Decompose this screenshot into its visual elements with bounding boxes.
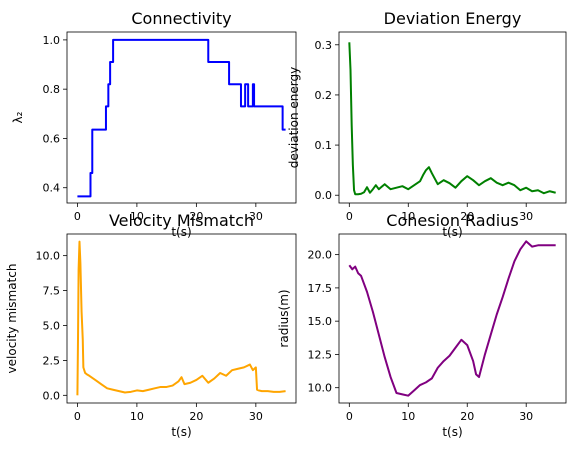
velocity-mismatch-series-line [76,240,286,396]
cohesion-radius-x-axis-label: t(s) [442,425,462,439]
cohesion-radius-y-tick-label: 20.0 [308,249,333,262]
deviation-energy-x-tick-label: 0 [346,210,353,223]
deviation-energy-x-tick-label: 30 [519,210,533,223]
cohesion-radius-x-tick-label: 10 [401,410,415,423]
velocity-mismatch-y-tick-label: 7.5 [43,285,61,298]
deviation-energy-title: Deviation Energy [384,9,522,28]
connectivity-y-axis-label: λ₂ [11,111,25,123]
deviation-energy-x-axis-label: t(s) [442,225,462,239]
connectivity-y-tick-label: 0.4 [43,182,61,195]
cohesion-radius-y-tick-label: 12.5 [308,348,333,361]
velocity-mismatch-chart: 0 10 20 30 0.0 2.5 5.0 7.5 10.0 t(s) velocity mism… [5,211,297,439]
velocity-mismatch-y-tick-label: 10.0 [36,250,61,263]
connectivity-title: Connectivity [131,9,231,28]
cohesion-radius-x-tick-label: 20 [460,410,474,423]
velocity-mismatch-y-tick-label: 0.0 [43,389,61,402]
velocity-mismatch-x-tick-label: 30 [249,410,263,423]
velocity-mismatch-x-axis-label: t(s) [171,425,191,439]
deviation-energy-y-tick-label: 0.1 [315,139,333,152]
connectivity-axes-frame [66,31,297,204]
cohesion-radius-series-line [348,240,556,397]
cohesion-radius-y-tick-label: 10.0 [308,382,333,395]
deviation-energy-chart: 0 10 20 30 0.0 0.1 0.2 0.3 t(s) deviation energy D… [287,9,567,239]
cohesion-radius-axes-frame [338,233,567,404]
cohesion-radius-y-axis-label: radius(m) [277,289,291,347]
velocity-mismatch-y-tick-label: 5.0 [43,319,61,332]
cohesion-radius-y-tick-label: 15.0 [308,315,333,328]
deviation-energy-x-tick-label: 10 [401,210,415,223]
velocity-mismatch-x-tick-label: 20 [189,410,203,423]
connectivity-x-tick-label: 0 [74,210,81,223]
cohesion-radius-title: Cohesion Radius [386,211,518,230]
connectivity-y-tick-label: 0.8 [43,83,61,96]
deviation-energy-y-tick-label: 0.2 [315,89,333,102]
connectivity-y-tick-label: 1.0 [43,34,61,47]
connectivity-x-axis-label: t(s) [171,225,191,239]
connectivity-x-tick-label: 20 [189,210,203,223]
deviation-energy-x-tick-label: 20 [460,210,474,223]
cohesion-radius-chart: 0 10 20 30 10.0 12.5 15.0 17.5 20.0 t(s) radius(m)… [277,211,567,439]
velocity-mismatch-axes-frame [66,233,297,404]
deviation-energy-axes-frame [338,31,567,204]
connectivity-x-tick-label: 30 [249,210,263,223]
connectivity-y-tick-label: 0.6 [43,132,61,145]
connectivity-x-tick-label: 10 [130,210,144,223]
cohesion-radius-x-tick-label: 0 [346,410,353,423]
deviation-energy-y-axis-label: deviation energy [287,67,301,168]
cohesion-radius-y-tick-label: 17.5 [308,282,333,295]
velocity-mismatch-x-tick-label: 10 [130,410,144,423]
velocity-mismatch-x-tick-label: 0 [74,410,81,423]
connectivity-series-line [77,38,286,198]
velocity-mismatch-title: Velocity Mismatch [109,211,254,230]
velocity-mismatch-y-tick-label: 2.5 [43,354,61,367]
connectivity-chart: 0 10 20 30 0.4 0.6 0.8 1.0 t(s) λ₂ Connectivity [11,9,297,239]
cohesion-radius-x-tick-label: 30 [519,410,533,423]
deviation-energy-y-tick-label: 0.3 [315,39,333,52]
deviation-energy-y-tick-label: 0.0 [315,189,333,202]
velocity-mismatch-y-axis-label: velocity mismatch [5,264,19,374]
deviation-energy-series-line [348,42,556,196]
